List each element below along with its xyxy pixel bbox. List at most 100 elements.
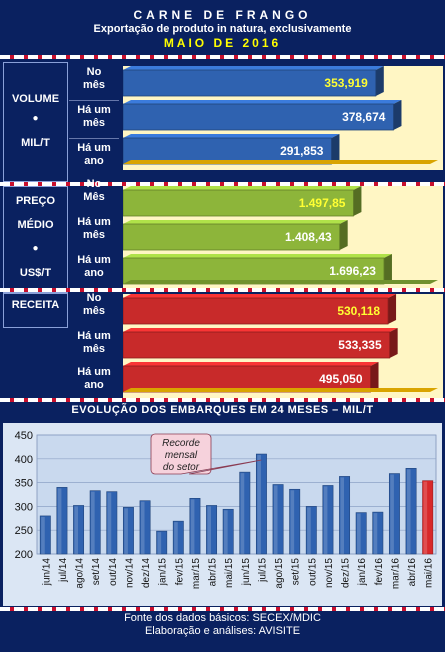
chart-bar-highlight xyxy=(107,492,112,554)
row-label-current: No mês xyxy=(82,292,106,317)
chart-bar-highlight xyxy=(323,486,328,554)
x-tick-label: jul/15 xyxy=(257,558,268,583)
chart-bar-highlight xyxy=(140,501,145,554)
preco-label-box: PREÇO MÉDIO ● US$/T xyxy=(3,186,68,294)
chart-bar xyxy=(39,515,51,555)
x-tick-label: ago/14 xyxy=(75,558,86,589)
chart-title: EVOLUÇÃO DOS EMBARQUES EM 24 MESES – MIL… xyxy=(71,404,374,416)
volume-bars: 353,919 378,674 291,853 xyxy=(122,66,443,170)
annotation-callout xyxy=(150,433,262,475)
chart-bar xyxy=(372,511,384,555)
preco-floor xyxy=(123,280,438,284)
x-tick-label: jun/15 xyxy=(241,558,252,587)
chart-bar xyxy=(255,453,267,555)
chart-bar-highlight xyxy=(340,477,345,554)
row-divider xyxy=(69,138,119,139)
bullet-icon: ● xyxy=(32,113,39,124)
header: CARNE DE FRANGO Exportação de produto in… xyxy=(0,0,445,62)
chart-bar-highlight xyxy=(423,481,428,554)
x-tick-label: jul/14 xyxy=(58,558,69,583)
chart-bar xyxy=(388,473,400,555)
x-tick-label: dez/14 xyxy=(141,558,152,588)
chart-bar xyxy=(405,468,417,555)
preco-panel: 1.497,85 1.408,43 1.696,23 xyxy=(122,186,443,290)
chart-bar xyxy=(239,471,251,555)
chart-bar xyxy=(339,476,351,555)
footer-source: Fonte dos dados básicos: SECEX/MDIC xyxy=(124,612,321,624)
preco-bar-0 xyxy=(122,186,362,217)
receita-bar-0 xyxy=(122,294,397,325)
x-tick-label: fev/15 xyxy=(174,558,185,586)
receita-bar-2 xyxy=(122,362,379,393)
chart-bar-highlight xyxy=(390,474,394,554)
row-label-month-ago: Há um mês xyxy=(77,330,111,355)
x-tick-label: set/15 xyxy=(291,558,302,586)
receita-section: RECEITA No mês Há um mês Há um ano 530,118 5… xyxy=(3,292,443,400)
chart-bar-highlight xyxy=(91,491,95,554)
row-label-current: No mês xyxy=(82,66,106,91)
page-title: CARNE DE FRANGO xyxy=(133,8,312,22)
x-tick-label: set/14 xyxy=(91,558,102,586)
chart-bar xyxy=(222,508,234,555)
x-tick-label: ago/15 xyxy=(274,558,285,589)
x-tick-label: mar/15 xyxy=(191,558,202,590)
x-tick-label: nov/15 xyxy=(324,558,335,588)
y-tick-label: 300 xyxy=(15,501,33,513)
row-label-year-ago: Há um ano xyxy=(77,254,111,279)
annotation-text: mensal xyxy=(165,450,198,461)
chart-bar-highlight xyxy=(273,485,278,554)
chart-bar-highlight xyxy=(406,469,411,554)
chart-bar xyxy=(156,530,168,555)
chart-bar xyxy=(422,480,434,555)
x-tick-label: jan/16 xyxy=(357,558,368,587)
preco-value-1: 1.408,43 xyxy=(285,230,332,244)
volume-bar-2 xyxy=(122,134,340,165)
chart-bar-highlight xyxy=(124,508,128,554)
receita-value-0: 530,118 xyxy=(337,304,380,318)
y-tick-label: 250 xyxy=(15,525,33,537)
y-tick-label: 200 xyxy=(15,549,33,561)
receita-panel: 530,118 533,335 495,050 xyxy=(122,294,443,398)
row-label-year-ago: Há um ano xyxy=(77,142,111,167)
row-label-month-ago: Há um mês xyxy=(77,104,111,129)
preco-bar-2 xyxy=(122,254,392,285)
x-tick-label: fev/16 xyxy=(374,558,385,586)
chart-bar-highlight xyxy=(357,513,361,554)
chart-bar-highlight xyxy=(207,506,212,554)
chart-bar-highlight xyxy=(41,516,45,554)
chart-bar xyxy=(106,491,118,555)
chart-bar-highlight xyxy=(157,532,162,554)
preco-value-0: 1.497,85 xyxy=(299,196,346,210)
chart-bar xyxy=(139,500,151,555)
chart-bar-highlight xyxy=(190,499,195,554)
y-tick-label: 400 xyxy=(15,454,33,466)
receita-label-box: RECEITA xyxy=(3,292,68,328)
annotation-text: do setor xyxy=(163,462,200,473)
x-tick-label: abr/15 xyxy=(208,558,219,587)
preco-unit: US$/T xyxy=(19,267,52,279)
chart-bar-highlight xyxy=(290,490,295,554)
row-label-current: No Mês xyxy=(83,178,105,203)
volume-value-2: 291,853 xyxy=(280,144,324,158)
divider-stripe xyxy=(0,398,445,402)
receita-floor xyxy=(123,388,438,392)
volume-bar-1 xyxy=(122,100,402,131)
chart-bar xyxy=(355,512,367,555)
x-tick-label: abr/16 xyxy=(407,558,418,587)
y-tick-label: 350 xyxy=(15,478,33,490)
volume-panel: 353,919 378,674 291,853 xyxy=(122,66,443,170)
preco-bars: 1.497,85 1.408,43 1.696,23 xyxy=(122,186,443,290)
chart-bar-highlight xyxy=(74,506,79,554)
chart-bar xyxy=(89,490,101,555)
preco-section: PREÇO MÉDIO ● US$/T No Mês Há um mês Há um… xyxy=(3,176,443,294)
footer-credits: Elaboração e análises: AVISITE xyxy=(144,625,301,637)
volume-section: VOLUME ● MIL/T No mês Há um mês Há um ano 3… xyxy=(3,62,443,182)
x-tick-label: out/15 xyxy=(307,558,318,586)
chart-bar-highlight xyxy=(240,473,245,554)
volume-value-1: 378,674 xyxy=(342,110,386,124)
x-tick-label: nov/14 xyxy=(124,558,135,588)
receita-value-1: 533,335 xyxy=(338,338,382,352)
plot-area xyxy=(36,434,437,555)
chart-bar xyxy=(289,488,301,555)
x-tick-label: mai/15 xyxy=(224,558,235,588)
